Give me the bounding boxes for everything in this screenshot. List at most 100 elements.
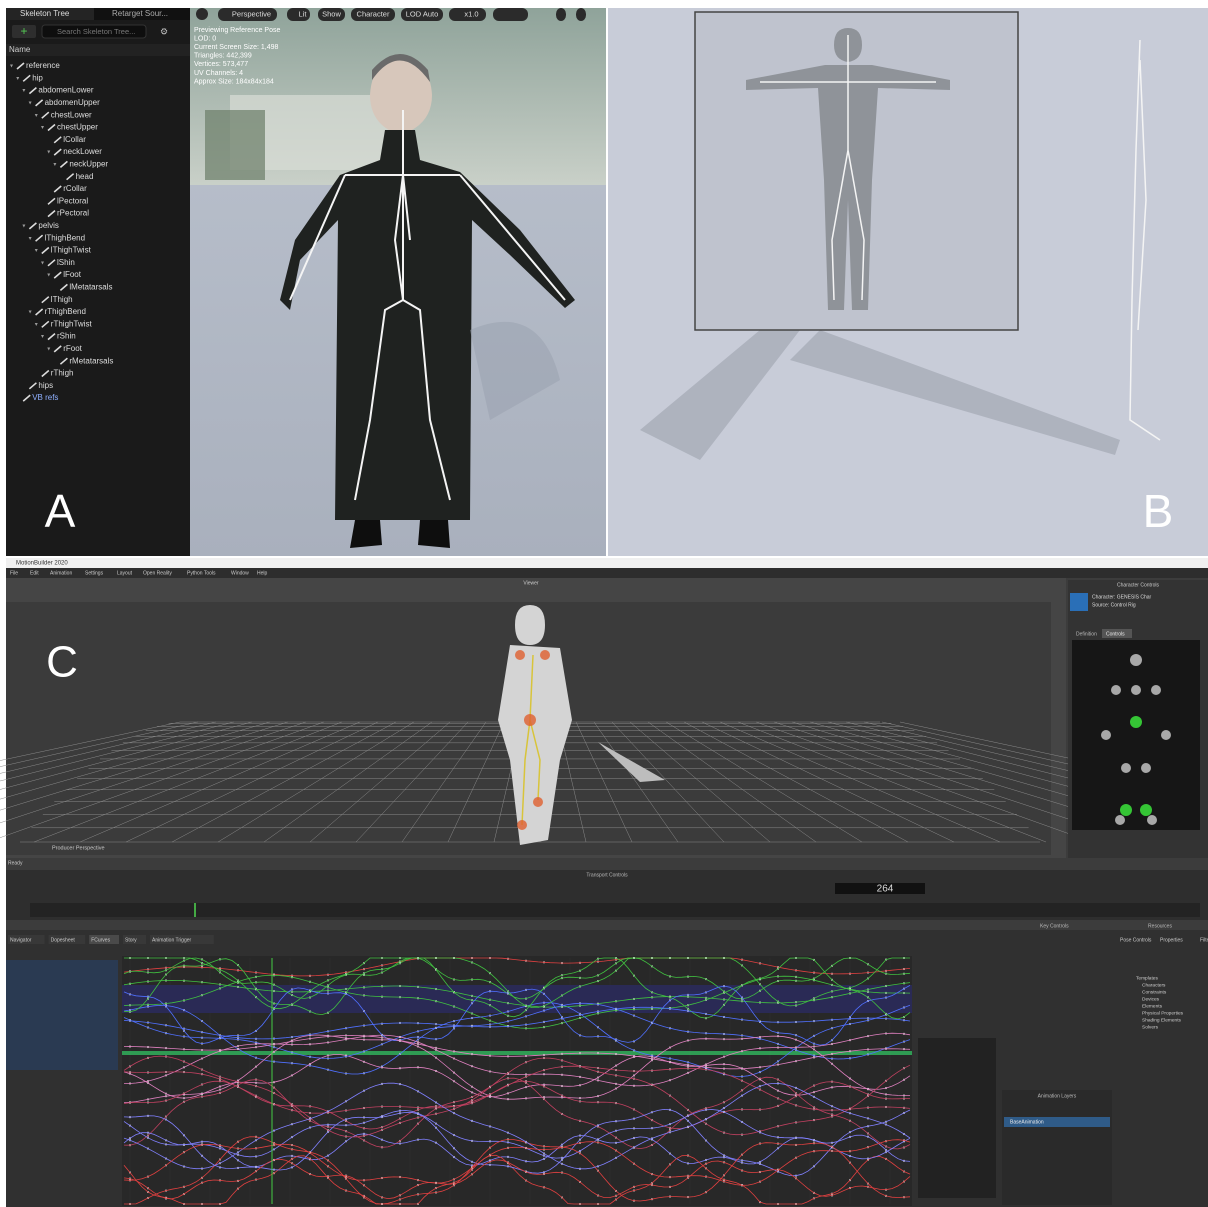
bone-label[interactable]: rFoot xyxy=(63,344,82,353)
bone-label[interactable]: rMetatarsals xyxy=(69,356,113,365)
bone-label[interactable]: rShin xyxy=(57,332,76,341)
expander[interactable]: ▾ xyxy=(29,236,32,242)
tab[interactable]: Skeleton Tree xyxy=(20,9,70,18)
toolbar-label[interactable]: Lit xyxy=(299,9,308,18)
toolbar-button[interactable] xyxy=(556,8,566,21)
character-source: Source: Control Rig xyxy=(1092,602,1136,608)
bone-label[interactable]: lPectoral xyxy=(57,196,88,205)
toolbar-button[interactable] xyxy=(576,8,586,21)
bone-label[interactable]: rThighBend xyxy=(45,307,86,316)
producer-label: Producer Perspective xyxy=(52,845,105,851)
menu-button[interactable] xyxy=(196,8,208,20)
menu-item[interactable]: Settings xyxy=(85,570,104,576)
bone-label[interactable]: abdomenLower xyxy=(38,86,93,95)
tab[interactable]: Controls xyxy=(1106,631,1125,637)
bone-label[interactable]: neckLower xyxy=(63,147,102,156)
bone-label[interactable]: head xyxy=(76,172,94,181)
stat-line: UV Channels: 4 xyxy=(194,70,243,77)
bone-label[interactable]: rThighTwist xyxy=(51,319,93,328)
toolbar-label[interactable]: LOD Auto xyxy=(406,9,439,18)
tab-label[interactable]: Navigator xyxy=(10,937,32,943)
key-panel xyxy=(918,1038,996,1198)
bone-label[interactable]: rThigh xyxy=(51,369,74,378)
toolbar-label[interactable]: Perspective xyxy=(232,9,271,18)
layer-name[interactable]: BaseAnimation xyxy=(1010,1119,1044,1125)
expander[interactable]: ▾ xyxy=(41,125,44,131)
expander[interactable]: ▾ xyxy=(47,150,50,156)
bone-label[interactable]: pelvis xyxy=(38,221,58,230)
stat-line: Approx Size: 184x84x184 xyxy=(194,78,274,85)
bone-label[interactable]: reference xyxy=(26,61,60,70)
bone-label[interactable]: rPectoral xyxy=(57,209,89,218)
menu-item[interactable]: Open Reality xyxy=(143,570,172,576)
tab-label[interactable]: Animation Trigger xyxy=(152,937,192,943)
character-name: Character: GENESIS Char xyxy=(1092,594,1152,600)
bone-label[interactable]: VB refs xyxy=(32,393,58,402)
expander[interactable]: ▾ xyxy=(22,88,25,94)
bone-label[interactable]: lMetatarsals xyxy=(69,283,112,292)
bone-label[interactable]: abdomenUpper xyxy=(45,98,100,107)
panel-title: Key Controls xyxy=(1040,923,1069,929)
bone-label[interactable]: hip xyxy=(32,73,43,82)
toolbar-button[interactable] xyxy=(493,8,528,21)
expander[interactable]: ▾ xyxy=(47,273,50,279)
toolbar-label[interactable]: x1.0 xyxy=(464,9,478,18)
tab-label[interactable]: Dopesheet xyxy=(51,937,76,943)
stat-line: Triangles: 442,399 xyxy=(194,53,252,60)
add-icon: + xyxy=(20,24,27,38)
expander[interactable]: ▾ xyxy=(47,346,50,352)
tab-label[interactable]: Properties xyxy=(1160,937,1183,943)
menu-item[interactable]: Edit xyxy=(30,570,39,576)
menu-item[interactable]: Animation xyxy=(50,570,72,576)
menu-item[interactable]: Window xyxy=(231,570,249,576)
resource-item[interactable]: Shading Elements xyxy=(1142,1017,1182,1023)
bone-label[interactable]: lThighTwist xyxy=(51,246,92,255)
expander[interactable]: ▾ xyxy=(41,334,44,340)
tab-label[interactable]: Story xyxy=(125,937,137,943)
bone-label[interactable]: hips xyxy=(38,381,53,390)
toolbar-label[interactable]: Character xyxy=(357,9,390,18)
panel-title: Resources xyxy=(1148,923,1172,929)
expander[interactable]: ▾ xyxy=(53,162,56,168)
resource-item[interactable]: Elements xyxy=(1142,1003,1163,1009)
column-header xyxy=(6,44,190,56)
bone-label[interactable]: lFoot xyxy=(63,270,82,279)
bone-label[interactable]: neckUpper xyxy=(69,160,108,169)
menu-item[interactable]: File xyxy=(10,570,18,576)
tab-label[interactable]: FCurves xyxy=(91,937,110,943)
menu-item[interactable]: Python Tools xyxy=(187,570,216,576)
tab[interactable]: Definition xyxy=(1076,631,1097,637)
bone-label[interactable]: lThighBend xyxy=(45,233,85,242)
stat-line: Previewing Reference Pose xyxy=(194,27,280,34)
expander[interactable]: ▾ xyxy=(41,260,44,266)
toolbar-label[interactable]: Show xyxy=(322,9,341,18)
resource-item[interactable]: Solvers xyxy=(1142,1024,1159,1030)
expander[interactable]: ▾ xyxy=(22,223,25,229)
expander[interactable]: ▾ xyxy=(35,322,38,328)
panel-label: C xyxy=(46,638,78,687)
resource-item[interactable]: Templates xyxy=(1136,975,1158,981)
bone-label[interactable]: lShin xyxy=(57,258,75,267)
resource-item[interactable]: Devices xyxy=(1142,996,1160,1002)
tab-label[interactable]: Pose Controls xyxy=(1120,937,1152,943)
bone-label[interactable]: chestLower xyxy=(51,110,92,119)
tab[interactable]: Retarget Sour... xyxy=(112,9,168,18)
bone-label[interactable]: lThigh xyxy=(51,295,73,304)
resource-item[interactable]: Physical Properties xyxy=(1142,1010,1184,1016)
tab-label[interactable]: Filters xyxy=(1200,937,1208,943)
settings-icon[interactable]: ⚙ xyxy=(160,26,168,36)
menu-item[interactable]: Layout xyxy=(117,570,133,576)
bone-label[interactable]: rCollar xyxy=(63,184,87,193)
resource-item[interactable]: Characters xyxy=(1142,982,1166,988)
expander[interactable]: ▾ xyxy=(35,113,38,119)
expander[interactable]: ▾ xyxy=(29,310,32,316)
bone-label[interactable]: chestUpper xyxy=(57,123,98,132)
expander[interactable]: ▾ xyxy=(35,248,38,254)
expander[interactable]: ▾ xyxy=(10,64,13,70)
expander[interactable]: ▾ xyxy=(16,76,19,82)
character-icon[interactable] xyxy=(1070,593,1088,611)
expander[interactable]: ▾ xyxy=(29,100,32,106)
resource-item[interactable]: Constraints xyxy=(1142,989,1167,995)
bone-label[interactable]: lCollar xyxy=(63,135,86,144)
menu-item[interactable]: Help xyxy=(257,570,268,576)
